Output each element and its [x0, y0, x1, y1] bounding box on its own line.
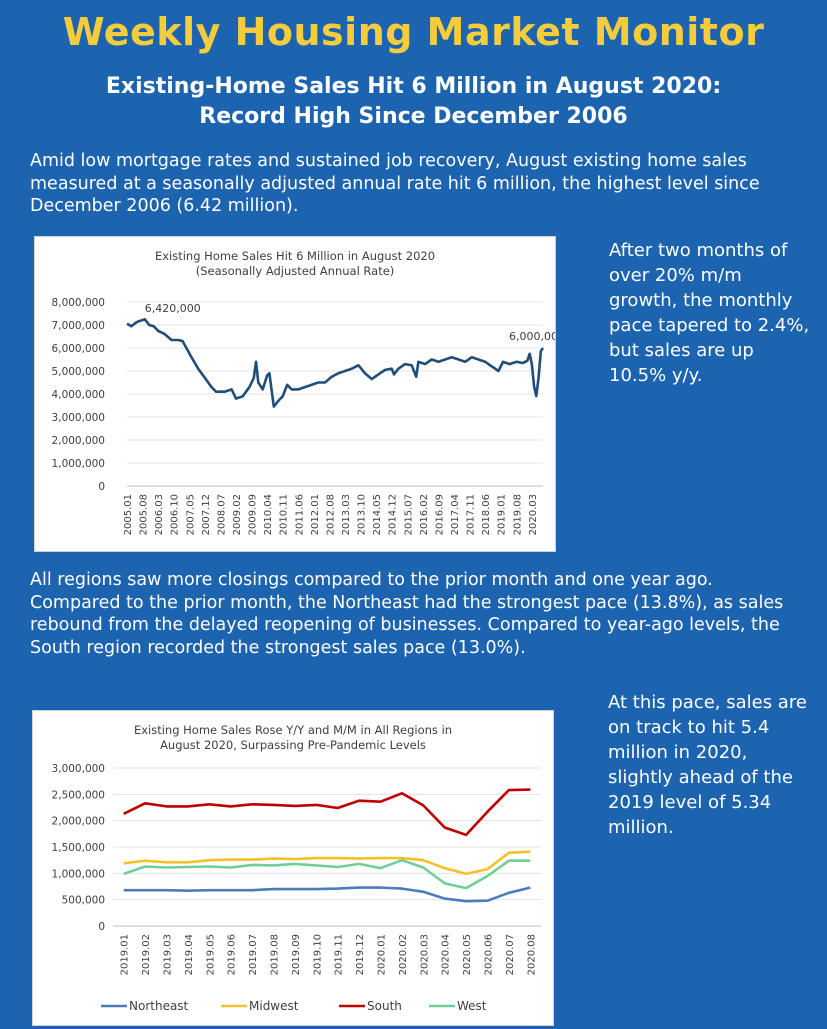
x-tick-label: 2020.04: [441, 934, 452, 975]
y-tick-label: 0: [98, 921, 105, 933]
x-tick-label: 2019.09: [291, 934, 302, 975]
x-tick-label: 2019.04: [184, 934, 195, 975]
page-title: Weekly Housing Market Monitor: [62, 10, 765, 54]
x-tick-label: 2017.11: [466, 494, 477, 535]
x-tick-label: 2020.03: [528, 494, 539, 535]
x-tick-label: 2020.05: [462, 934, 473, 975]
intro-paragraph: Amid low mortgage rates and sustained jo…: [30, 151, 760, 216]
x-tick-label: 2015.07: [403, 494, 414, 535]
chart2-svg: 0 500,000 1,000,000 1,500,000 2,000,000 2,500…: [52, 763, 541, 1013]
x-tick-label: 2019.08: [512, 494, 523, 535]
x-tick-label: 2019.10: [312, 934, 323, 975]
y-tick-label: 2,000,000: [52, 816, 105, 828]
chart2-title: Existing Home Sales Rose Y/Y and M/M in …: [33, 723, 553, 753]
x-tick-label: 2020.01: [377, 934, 388, 975]
y-tick-label: 3,000,000: [52, 412, 105, 424]
series-line-midwest: [123, 850, 531, 876]
x-tick-label: 2019.05: [205, 934, 216, 975]
x-tick-label: 2020.07: [505, 934, 516, 975]
side-note-2: At this pace, sales are on track to hit …: [608, 692, 807, 838]
headline: Existing-Home Sales Hit 6 Million in Aug…: [20, 72, 807, 132]
regions-paragraph: All regions saw more closings compared t…: [30, 570, 784, 658]
x-tick-label: 2016.09: [434, 494, 445, 535]
chart1-title-line-1: Existing Home Sales Hit 6 Million in Aug…: [154, 249, 436, 263]
y-tick-label: 0: [98, 481, 105, 493]
y-tick-label: 2,000,000: [52, 435, 105, 447]
x-tick-label: 2020.08: [526, 934, 537, 975]
x-tick-label: 2007.05: [185, 494, 196, 535]
x-tick-label: 2017.04: [450, 494, 461, 535]
legend-label: Northeast: [129, 999, 189, 1013]
x-tick-label: 2005.08: [139, 494, 150, 535]
data-label: 6,420,000: [145, 302, 201, 315]
x-tick-label: 2019.03: [163, 934, 174, 975]
headline-line-1: Existing-Home Sales Hit 6 Million in Aug…: [105, 74, 722, 99]
chart-panel-regions: Existing Home Sales Rose Y/Y and M/M in …: [32, 710, 554, 1026]
x-tick-label: 2013.03: [341, 494, 352, 535]
x-tick-label: 2010.11: [279, 494, 290, 535]
x-tick-label: 2019.12: [355, 934, 366, 975]
y-tick-label: 3,000,000: [52, 763, 105, 775]
x-tick-label: 2006.03: [154, 494, 165, 535]
x-tick-label: 2005.01: [123, 494, 134, 535]
series-line-south: [123, 788, 531, 837]
side-note-1: After two months of over 20% m/m growth,…: [609, 240, 810, 386]
chart1-title: Existing Home Sales Hit 6 Million in Aug…: [35, 249, 555, 279]
x-tick-label: 2013.10: [357, 494, 368, 535]
x-tick-label: 2007.12: [201, 494, 212, 535]
y-tick-label: 1,500,000: [52, 842, 105, 854]
y-tick-label: 2,500,000: [52, 789, 105, 801]
y-tick-label: 6,000,000: [52, 343, 105, 355]
x-tick-label: 2019.07: [248, 934, 259, 975]
chart1-title-line-2: (Seasonally Adjusted Annual Rate): [195, 264, 395, 278]
x-tick-label: 2019.01: [120, 934, 131, 975]
x-tick-label: 2018.06: [481, 494, 492, 535]
y-tick-label: 8,000,000: [52, 297, 105, 309]
x-tick-label: 2009.02: [232, 494, 243, 535]
y-tick-label: 7,000,000: [52, 320, 105, 332]
x-tick-label: 2011.06: [294, 494, 305, 535]
x-tick-label: 2019.02: [141, 934, 152, 975]
x-tick-label: 2009.09: [248, 494, 259, 535]
sales-line: [126, 318, 545, 408]
legend-label: Midwest: [249, 999, 299, 1013]
y-tick-label: 1,000,000: [52, 458, 105, 470]
legend-label: West: [457, 999, 487, 1013]
x-tick-label: 2012.01: [310, 494, 321, 535]
x-tick-label: 2019.01: [497, 494, 508, 535]
series-line-northeast: [123, 886, 531, 903]
x-tick-label: 2019.11: [334, 934, 345, 975]
x-tick-label: 2019.08: [270, 934, 281, 975]
y-tick-label: 4,000,000: [52, 389, 105, 401]
x-tick-label: 2012.08: [325, 494, 336, 535]
x-tick-label: 2014.12: [388, 494, 399, 535]
y-tick-label: 5,000,000: [52, 366, 105, 378]
x-tick-label: 2014.05: [372, 494, 383, 535]
x-tick-label: 2019.06: [227, 934, 238, 975]
x-tick-label: 2020.02: [398, 934, 409, 975]
legend-label: South: [367, 999, 402, 1013]
x-tick-label: 2008.07: [216, 494, 227, 535]
x-tick-label: 2006.10: [170, 494, 181, 535]
chart2-title-line-1: Existing Home Sales Rose Y/Y and M/M in …: [133, 723, 453, 737]
chart1-svg: 0 1,000,000 2,000,000 3,000,000 4,000,000 5,0…: [52, 297, 565, 535]
chart2-title-line-2: August 2020, Surpassing Pre-Pandemic Lev…: [160, 738, 426, 752]
x-tick-label: 2020.03: [419, 934, 430, 975]
y-tick-label: 1,000,000: [52, 868, 105, 880]
x-tick-label: 2016.02: [419, 494, 430, 535]
series-line-west: [123, 858, 531, 890]
data-label: 6,000,000: [509, 330, 555, 343]
chart-panel-total-sales: Existing Home Sales Hit 6 Million in Aug…: [34, 236, 565, 552]
x-tick-label: 2010.04: [263, 494, 274, 535]
x-tick-label: 2020.06: [484, 934, 495, 975]
y-tick-label: 500,000: [62, 895, 105, 907]
headline-line-2: Record High Since December 2006: [199, 104, 628, 129]
